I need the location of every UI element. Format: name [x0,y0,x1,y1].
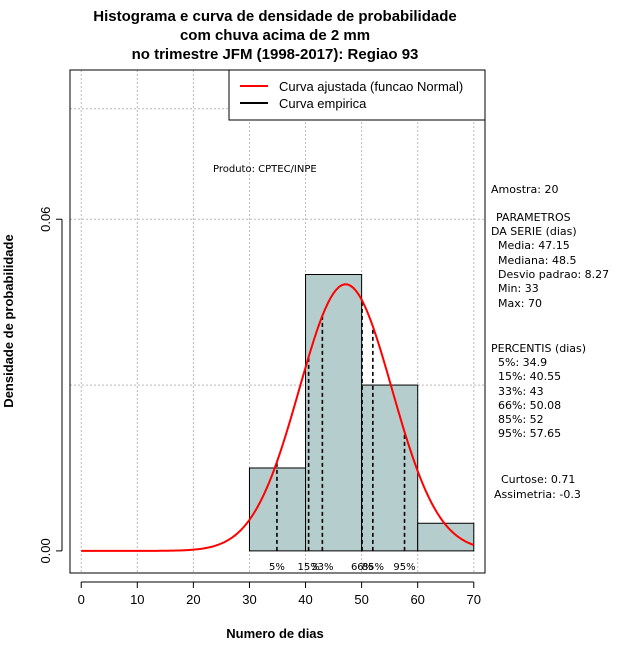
x-tick-label-10: 10 [130,592,144,607]
stat-p66: 66%: 50.08 [498,399,561,412]
legend: Curva ajustada (funcao Normal) Curva emp… [228,69,486,121]
x-tick-label-30: 30 [242,592,256,607]
axes: 0 10 20 30 40 50 60 70 0.00 0.06 [38,207,481,607]
stat-min: Min: 33 [498,282,539,295]
stat-p95: 95%: 57.65 [498,427,561,440]
percentile-label-p5: 5% [269,562,285,573]
legend-box [228,69,486,121]
stat-percentiles-header: PERCENTIS (dias) [491,342,586,355]
stat-std-dev: Desvio padrao: 8.27 [498,268,609,281]
histogram-bar-4 [417,522,475,552]
x-tick-label-20: 20 [186,592,200,607]
percentile-label-p85: 85% [362,562,384,573]
x-tick-label-0: 0 [78,592,85,607]
normal-fitted-curve [81,283,475,552]
stat-p5: 5%: 34.9 [498,356,547,369]
stat-p15: 15%: 40.55 [498,370,561,383]
percentile-label-p66: 66% [351,562,373,573]
x-tick-label-70: 70 [467,592,481,607]
stat-kurtosis: Curtose: 0.71 [501,473,575,486]
x-tick-label-50: 50 [354,592,368,607]
product-annotation: Produto: CPTEC/INPE [213,164,317,175]
percentile-label-p33: 33% [311,562,333,573]
chart-title-line-3: no trimestre JFM (1998-2017): Regiao 93 [132,46,419,63]
percentile-label-p15: 15% [298,562,320,573]
y-tick-label-1: 0.06 [38,207,53,232]
stat-max: Max: 70 [498,297,542,310]
percentile-lines: 5% 15%33% 66%85% 95% [269,300,416,573]
x-tick-label-40: 40 [298,592,312,607]
histogram-bar-1 [248,467,307,552]
histogram-bars [248,274,475,552]
stat-median: Mediana: 48.5 [498,254,576,267]
chart-title-line-1: Histograma e curva de densidade de proba… [93,8,456,25]
x-tick-label-60: 60 [410,592,424,607]
stat-params-subheader: DA SERIE (dias) [491,225,577,238]
y-axis-title: Densidade de probabilidade [1,234,16,407]
legend-label-normal: Curva ajustada (funcao Normal) [279,79,463,94]
chart-title-line-2: com chuva acima de 2 mm [180,27,370,44]
stat-p33: 33%: 43 [498,385,544,398]
stat-params-header: PARAMETROS [496,211,571,224]
stat-mean: Media: 47.15 [498,239,570,252]
legend-label-empirical: Curva empirica [279,96,367,111]
stat-p85: 85%: 52 [498,413,544,426]
percentile-label-p95: 95% [393,562,415,573]
y-tick-label-0: 0.00 [38,538,53,563]
statistics-panel: Amostra: 20 PARAMETROS DA SERIE (dias) M… [491,183,609,501]
density-curves [81,283,475,552]
stat-skewness: Assimetria: -0.3 [494,488,581,501]
x-axis-title: Numero de dias [226,626,324,641]
histogram-bar-3 [361,384,419,552]
histogram-bar-2 [305,274,363,552]
stat-sample-size: Amostra: 20 [491,183,558,196]
